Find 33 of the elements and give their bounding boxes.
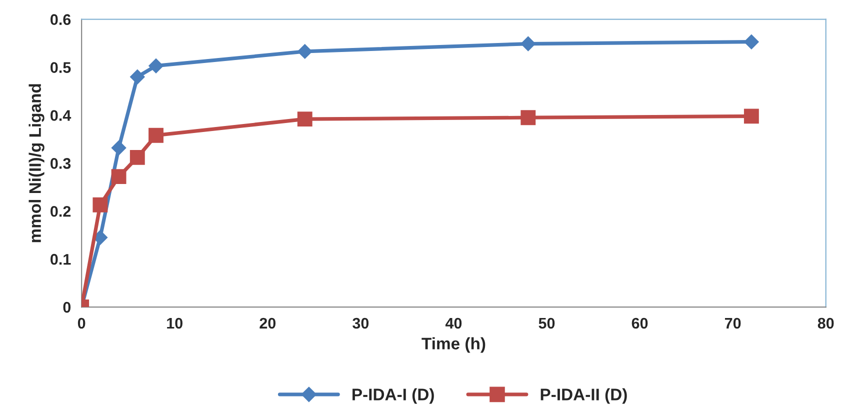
y-tick-label: 0.1: [50, 254, 71, 265]
x-tick-label: 0: [78, 318, 86, 329]
y-tick-label: 0.4: [50, 110, 72, 121]
point: [148, 128, 164, 143]
point: [130, 69, 145, 84]
point: [130, 150, 145, 165]
point: [297, 44, 312, 59]
point: [111, 169, 126, 184]
x-tick-label: 80: [818, 318, 834, 329]
x-tick-label: 40: [445, 318, 462, 329]
y-tick-label: 0.2: [50, 206, 71, 217]
point: [744, 108, 759, 124]
x-tick-label: 70: [724, 318, 741, 329]
point: [297, 112, 312, 127]
x-axis-title: Time (h): [422, 337, 486, 353]
point: [744, 34, 759, 50]
x-tick-label: 10: [167, 318, 182, 329]
x-tick-label: 60: [632, 318, 648, 329]
legend-label: P-IDA-II (D): [540, 388, 627, 404]
point: [92, 197, 108, 212]
y-tick-label: 0: [63, 302, 71, 313]
y-tick-label: 0.5: [50, 62, 71, 73]
point: [520, 36, 536, 52]
y-axis-title: mmol Ni(II)/g Ligand: [28, 84, 44, 242]
point: [111, 140, 126, 156]
legend-label: P-IDA-I (D): [352, 388, 434, 404]
point: [148, 58, 164, 74]
x-tick-label: 20: [260, 318, 276, 329]
point: [520, 110, 536, 126]
x-tick-label: 30: [352, 318, 369, 329]
y-tick-label: 0.3: [50, 158, 71, 169]
x-tick-label: 50: [538, 318, 555, 329]
y-tick-label: 0.6: [50, 14, 71, 26]
